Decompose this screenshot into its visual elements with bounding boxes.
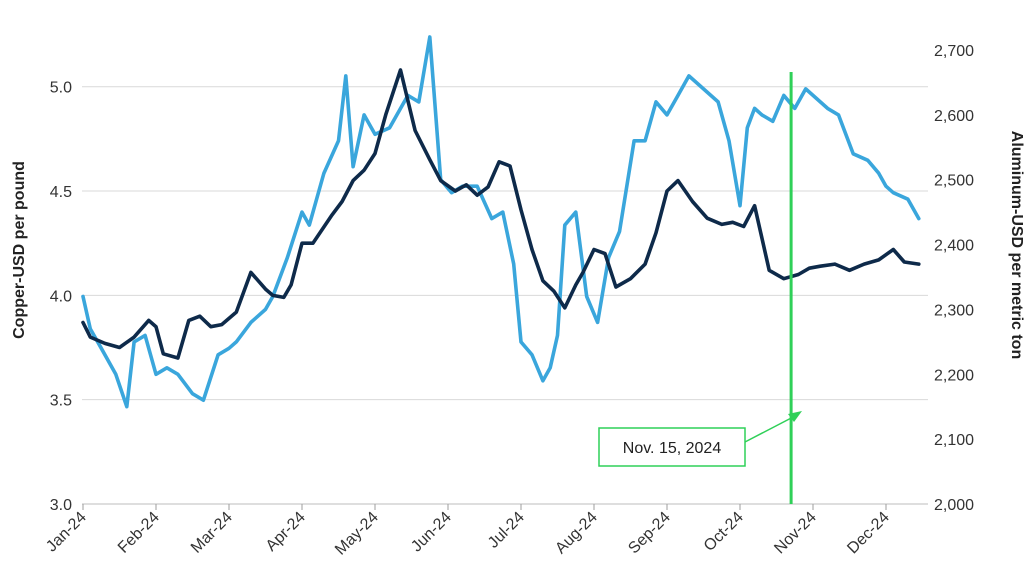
x-tick-label: Aug-24 xyxy=(552,509,601,558)
right-tick-label: 2,700 xyxy=(934,43,974,60)
right-tick-label: 2,200 xyxy=(934,367,974,384)
left-tick-label: 5.0 xyxy=(50,80,72,97)
x-tick-label: Jun-24 xyxy=(408,509,455,556)
x-tick-label: Sep-24 xyxy=(625,509,674,558)
annotation-arrowhead xyxy=(788,411,802,422)
annotation-box xyxy=(598,427,746,467)
left-tick-label: 3.5 xyxy=(50,393,72,410)
left-tick-label: 4.0 xyxy=(50,288,72,305)
x-tick-label: Jan-24 xyxy=(43,509,90,556)
right-tick-label: 2,300 xyxy=(934,302,974,319)
copper-series-line xyxy=(81,68,921,360)
x-tick-label: Jul-24 xyxy=(485,509,528,552)
right-axis-ticks: 2,000 2,100 2,200 2,300 2,400 2,500 2,600 2,700 xyxy=(934,43,974,514)
series-layer xyxy=(81,35,921,409)
annotation-layer: Nov. 15, 2024 xyxy=(598,72,802,504)
left-tick-label: 4.5 xyxy=(50,184,72,201)
x-axis-ticks: Jan-24 Feb-24 Mar-24 Apr-24 May-24 Jun-24 Jul-… xyxy=(43,504,893,559)
left-axis-title: Copper-USD per pound xyxy=(11,161,28,339)
right-tick-label: 2,600 xyxy=(934,108,974,125)
x-tick-label: Feb-24 xyxy=(115,509,163,557)
x-tick-label: Apr-24 xyxy=(263,509,309,555)
left-axis-ticks: 3.0 3.5 4.0 4.5 5.0 xyxy=(50,80,72,514)
x-tick-label: May-24 xyxy=(332,509,382,559)
x-tick-label: Nov-24 xyxy=(771,509,820,558)
aluminum-series-line xyxy=(81,35,921,409)
right-tick-label: 2,000 xyxy=(934,497,974,514)
grid-lines xyxy=(82,86,928,505)
annotation-connector xyxy=(744,414,798,443)
x-tick-label: Oct-24 xyxy=(701,509,747,555)
left-tick-label: 3.0 xyxy=(50,497,72,514)
right-tick-label: 2,500 xyxy=(934,173,974,190)
right-tick-label: 2,100 xyxy=(934,432,974,449)
right-tick-label: 2,400 xyxy=(934,238,974,255)
x-tick-label: Mar-24 xyxy=(188,509,236,557)
annotation-label: Nov. 15, 2024 xyxy=(623,440,722,457)
right-axis-title: Aluminum-USD per metric ton xyxy=(1008,131,1024,359)
x-tick-label: Dec-24 xyxy=(844,509,893,558)
